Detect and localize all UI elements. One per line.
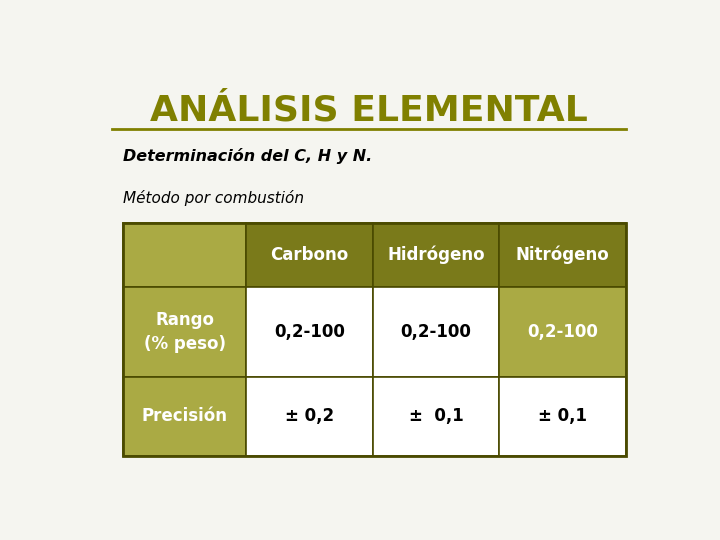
Text: ±  0,1: ± 0,1 <box>408 407 464 425</box>
Bar <box>373 377 499 456</box>
Bar <box>246 287 373 377</box>
Text: 0,2-100: 0,2-100 <box>527 323 598 341</box>
Bar <box>499 377 626 456</box>
Text: ± 0,1: ± 0,1 <box>538 407 587 425</box>
Bar <box>124 223 246 287</box>
Bar <box>246 377 373 456</box>
Text: Método por combustión: Método por combustión <box>124 190 305 206</box>
Text: ANÁLISIS ELEMENTAL: ANÁLISIS ELEMENTAL <box>150 94 588 128</box>
Text: Nitrógeno: Nitrógeno <box>516 246 609 264</box>
Bar <box>499 287 626 377</box>
Text: Rango
(% peso): Rango (% peso) <box>144 311 226 353</box>
Text: ± 0,2: ± 0,2 <box>285 407 334 425</box>
Bar <box>246 223 373 287</box>
Bar <box>499 223 626 287</box>
Text: 0,2-100: 0,2-100 <box>400 323 472 341</box>
Text: Hidrógeno: Hidrógeno <box>387 246 485 264</box>
Bar <box>373 287 499 377</box>
Text: Precisión: Precisión <box>142 407 228 425</box>
Text: Determinación del C, H y N.: Determinación del C, H y N. <box>124 148 373 164</box>
Bar <box>124 377 246 456</box>
Text: Carbono: Carbono <box>270 246 348 264</box>
Bar <box>373 223 499 287</box>
Bar <box>124 223 626 456</box>
Bar <box>124 287 246 377</box>
Text: 0,2-100: 0,2-100 <box>274 323 345 341</box>
